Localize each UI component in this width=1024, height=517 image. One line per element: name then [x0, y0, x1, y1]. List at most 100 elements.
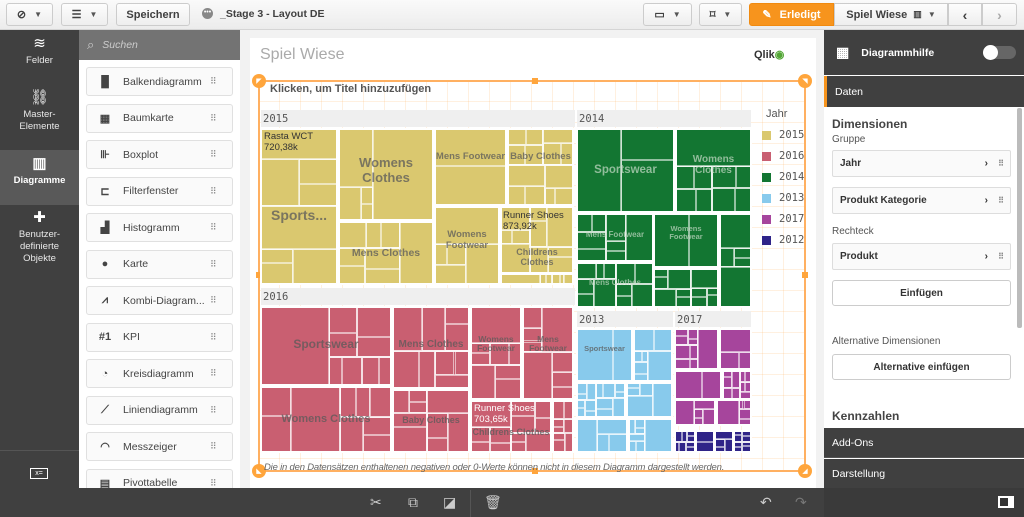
treemap-rect[interactable]	[690, 296, 708, 307]
treemap-category-2013[interactable]	[628, 418, 673, 453]
treemap-rect[interactable]	[690, 269, 718, 288]
treemap-rect[interactable]	[742, 441, 751, 446]
chart-type-pivottabelle[interactable]: ▤ Pivottabelle ⠿	[86, 468, 233, 488]
treemap-rect[interactable]	[720, 214, 751, 248]
treemap-rect[interactable]	[551, 387, 573, 399]
treemap-rect[interactable]	[565, 432, 573, 452]
treemap-rect[interactable]	[742, 436, 751, 442]
treemap-category-2016[interactable]	[552, 400, 574, 453]
treemap-rect[interactable]	[553, 427, 564, 433]
resize-handle-bottom-left[interactable]: ◣	[252, 464, 266, 478]
treemap-rect[interactable]	[585, 410, 596, 417]
treemap-rect[interactable]	[508, 129, 526, 146]
treemap-rect[interactable]	[535, 417, 551, 433]
dimension-jahr[interactable]: Jahr › ⠿	[832, 150, 1011, 177]
treemap-rect[interactable]	[745, 371, 751, 382]
treemap-rect[interactable]	[686, 441, 695, 448]
treemap-rect[interactable]	[364, 268, 400, 284]
treemap-rect[interactable]	[454, 351, 469, 376]
treemap-rect[interactable]	[490, 343, 510, 365]
treemap-rect[interactable]	[329, 332, 358, 357]
treemap-rect[interactable]	[552, 274, 560, 284]
treemap-rect[interactable]	[688, 339, 699, 346]
treemap-rect[interactable]	[261, 307, 330, 385]
drag-handle-icon[interactable]: ⠿	[210, 441, 217, 451]
treemap-rect[interactable]	[738, 400, 744, 410]
treemap-rect[interactable]	[689, 358, 699, 369]
treemap-rect[interactable]	[595, 383, 604, 399]
treemap-rect[interactable]	[715, 446, 726, 452]
treemap-rect[interactable]	[563, 401, 573, 419]
treemap-rect[interactable]	[675, 371, 703, 399]
treemap-rect[interactable]	[508, 185, 526, 205]
treemap-rect[interactable]	[734, 431, 743, 436]
treemap-rect[interactable]	[299, 158, 337, 184]
treemap-rect[interactable]	[378, 356, 391, 385]
treemap-rect[interactable]	[715, 439, 726, 447]
treemap-rect[interactable]	[693, 408, 704, 418]
dimension-produkt[interactable]: Produkt › ⠿	[832, 243, 1011, 270]
treemap-rect[interactable]	[739, 391, 751, 399]
treemap-rect[interactable]	[615, 263, 636, 284]
treemap-rect[interactable]	[577, 248, 607, 261]
treemap-rect[interactable]	[261, 416, 291, 452]
treemap-rect[interactable]	[299, 183, 337, 207]
treemap-rect[interactable]	[408, 390, 427, 403]
treemap-rect[interactable]	[723, 377, 732, 388]
treemap-rect[interactable]	[615, 283, 632, 296]
treemap-category-2015[interactable]: Womens Clothes	[338, 128, 434, 221]
treemap-rect[interactable]	[626, 214, 653, 261]
undo-icon[interactable]: ↶	[760, 494, 772, 510]
treemap-rect[interactable]	[421, 307, 445, 352]
treemap-rect[interactable]	[508, 145, 526, 165]
treemap-rect[interactable]	[635, 263, 653, 284]
treemap-rect[interactable]	[577, 231, 607, 249]
legend-item-2014[interactable]: 2014	[762, 171, 804, 183]
treemap-rect[interactable]	[577, 407, 586, 417]
treemap-category-2013[interactable]	[576, 418, 628, 453]
treemap-rect[interactable]	[734, 188, 751, 212]
treemap-rect[interactable]	[362, 434, 391, 452]
treemap-rect[interactable]	[555, 187, 573, 205]
treemap-category-2012[interactable]	[695, 430, 715, 453]
treemap-rect[interactable]	[510, 441, 527, 452]
treemap-rect[interactable]	[621, 160, 674, 212]
treemap-rect[interactable]	[614, 391, 625, 399]
treemap-rect[interactable]	[357, 307, 391, 337]
chart-type-balkendiagramm[interactable]: ▐▌ Balkendiagramm ⠿	[86, 67, 233, 96]
treemap-rect[interactable]	[545, 187, 556, 205]
treemap-rect[interactable]	[523, 341, 543, 352]
treemap-rect[interactable]	[609, 433, 627, 452]
treemap-rect[interactable]	[631, 283, 653, 307]
treemap-rect[interactable]	[510, 415, 536, 433]
treemap-rect[interactable]	[471, 441, 491, 452]
treemap-rect[interactable]	[606, 214, 627, 241]
treemap-rect[interactable]	[501, 229, 513, 244]
legend-item-2016[interactable]: 2016	[762, 150, 804, 162]
treemap-rect[interactable]	[694, 165, 713, 190]
treemap-rect[interactable]	[444, 307, 469, 324]
treemap-rect[interactable]	[695, 189, 713, 212]
treemap-rect[interactable]	[693, 400, 715, 409]
drag-handle-icon[interactable]: ⠿	[210, 404, 217, 415]
treemap-rect[interactable]	[739, 371, 746, 382]
treemap-rect[interactable]	[689, 214, 718, 267]
treemap-rect[interactable]	[426, 437, 449, 452]
treemap-rect[interactable]	[339, 129, 374, 188]
treemap-rect[interactable]	[693, 417, 704, 425]
scissors-icon[interactable]: ✂	[370, 494, 382, 510]
treemap-category-2014[interactable]: Sportswear	[576, 128, 675, 213]
add-alternative-button[interactable]: Alternative einfügen	[832, 354, 1011, 380]
treemap-rect[interactable]	[629, 433, 646, 441]
treemap-rect[interactable]	[553, 401, 564, 419]
chart-type-baumkarte[interactable]: ▦ Baumkarte ⠿	[86, 103, 233, 133]
treemap-rect[interactable]	[471, 352, 491, 365]
treemap-rect[interactable]	[648, 350, 672, 381]
treemap-rect[interactable]	[261, 248, 293, 263]
treemap-rect[interactable]	[675, 329, 689, 337]
treemap-rect[interactable]	[715, 431, 733, 440]
scrollbar[interactable]	[1017, 108, 1022, 328]
treemap-rect[interactable]	[654, 277, 668, 289]
treemap-category-2013[interactable]	[626, 382, 673, 418]
treemap-rect[interactable]	[501, 274, 540, 284]
